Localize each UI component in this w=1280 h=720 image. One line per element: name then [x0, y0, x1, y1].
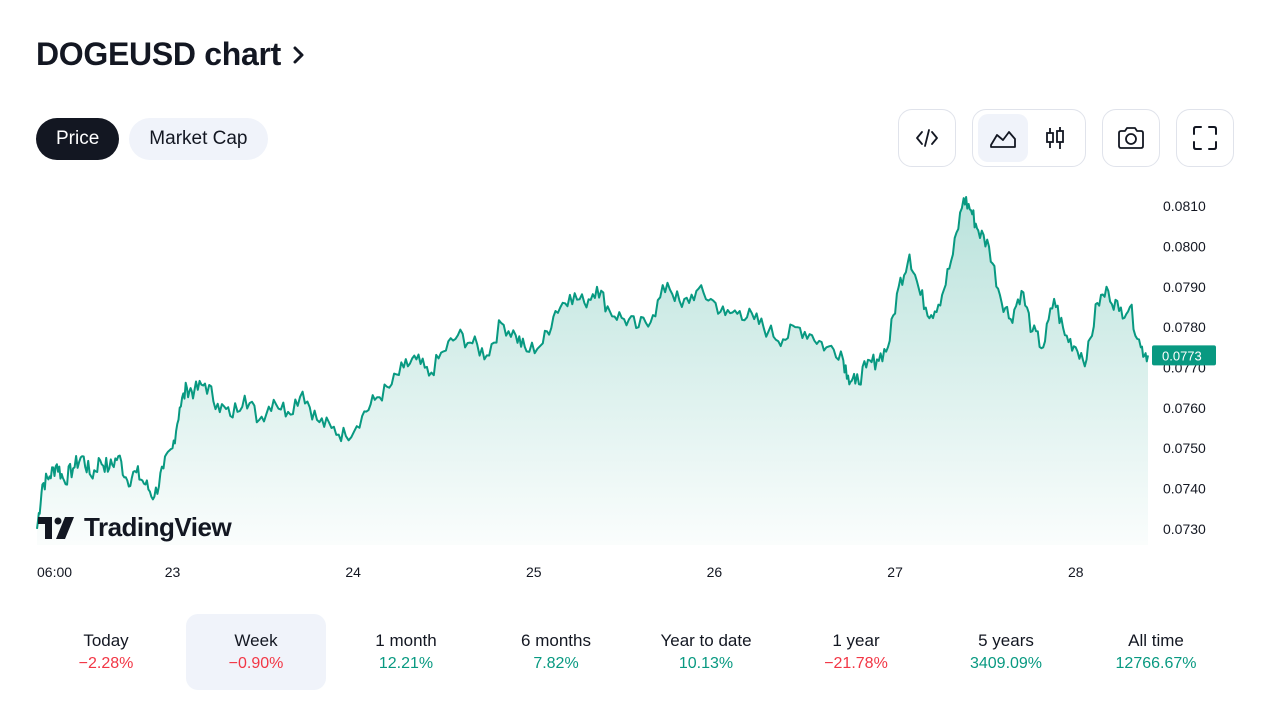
y-tick-label: 0.0810: [1163, 198, 1206, 214]
embed-button[interactable]: [898, 109, 956, 167]
y-tick-label: 0.0730: [1163, 521, 1206, 537]
snapshot-button[interactable]: [1102, 109, 1160, 167]
period-label: Today: [83, 631, 129, 650]
chart-title-link[interactable]: DOGEUSD chart: [36, 36, 311, 73]
tradingview-logo[interactable]: TradingView: [38, 512, 232, 543]
x-tick-label: 06:00: [37, 564, 72, 580]
area-chart-icon: [990, 131, 1016, 148]
period-change: 12766.67%: [1115, 655, 1197, 672]
period-all-time[interactable]: All time 12766.67%: [1086, 614, 1226, 690]
candlestick-icon: [1046, 127, 1064, 149]
y-tick-label: 0.0800: [1163, 238, 1206, 254]
code-icon: [916, 129, 938, 147]
y-tick-label: 0.0740: [1163, 481, 1206, 497]
last-price-box: [1152, 345, 1216, 366]
period-today[interactable]: Today −2.28%: [36, 614, 176, 690]
period-1-year[interactable]: 1 year −21.78%: [786, 614, 926, 690]
period-change: 3409.09%: [969, 655, 1043, 672]
last-price-label: 0.0773: [1162, 348, 1202, 363]
x-axis: 06:00 23 24 25 26 27 28: [37, 564, 1084, 580]
chart-style-toggle: [972, 109, 1086, 167]
tab-market-cap[interactable]: Market Cap: [129, 118, 268, 160]
y-tick-label: 0.0760: [1163, 400, 1206, 416]
period-change: −2.28%: [78, 655, 134, 672]
fullscreen-button[interactable]: [1176, 109, 1234, 167]
period-5-years[interactable]: 5 years 3409.09%: [936, 614, 1076, 690]
period-change: 12.21%: [378, 655, 434, 672]
chart-type-tabs: Price Market Cap: [36, 118, 268, 160]
period-change: 10.13%: [678, 655, 734, 672]
x-tick-label: 26: [707, 564, 723, 580]
period-label: 1 month: [375, 631, 437, 650]
page-title: DOGEUSD chart: [36, 36, 282, 72]
period-week[interactable]: Week −0.90%: [186, 614, 326, 690]
tradingview-wordmark: TradingView: [84, 512, 232, 542]
x-tick-label: 25: [526, 564, 542, 580]
x-tick-label: 23: [165, 564, 181, 580]
period-1-month[interactable]: 1 month 12.21%: [336, 614, 476, 690]
y-tick-label: 0.0750: [1163, 440, 1206, 456]
tradingview-logo-icon: [38, 516, 74, 539]
period-year-to-date[interactable]: Year to date 10.13%: [636, 614, 776, 690]
x-tick-label: 24: [345, 564, 361, 580]
tab-price[interactable]: Price: [36, 118, 120, 160]
area-style-button[interactable]: [978, 114, 1028, 162]
period-label: Year to date: [660, 631, 752, 650]
candles-style-button[interactable]: [1030, 114, 1080, 162]
y-tick-label: 0.0780: [1163, 319, 1206, 335]
period-change: 7.82%: [533, 655, 579, 672]
x-tick-label: 28: [1068, 564, 1084, 580]
period-performance-bar: Today −2.28% Week −0.90% 1 month 12.21% …: [36, 614, 1236, 690]
chevron-right-icon: [293, 46, 304, 63]
period-6-months[interactable]: 6 months 7.82%: [486, 614, 626, 690]
x-tick-label: 27: [887, 564, 903, 580]
fullscreen-icon: [1193, 126, 1217, 150]
last-price-marker: 0.0773: [1152, 345, 1216, 366]
period-label: All time: [1128, 631, 1184, 650]
period-label: 1 year: [832, 631, 880, 650]
camera-icon: [1118, 127, 1144, 149]
chart-toolbar: [898, 109, 1234, 167]
period-label: 6 months: [521, 631, 591, 650]
price-area-fill: [37, 197, 1148, 545]
period-change: −21.78%: [824, 655, 888, 672]
period-change: −0.90%: [228, 655, 284, 672]
price-line: [36, 196, 1149, 530]
period-label: 5 years: [978, 631, 1034, 650]
y-tick-label: 0.0790: [1163, 279, 1206, 295]
period-label: Week: [234, 631, 278, 650]
y-axis: 0.08100.08000.07900.07800.07700.07600.07…: [1163, 198, 1206, 537]
price-chart[interactable]: 0.08100.08000.07900.07800.07700.07600.07…: [0, 180, 1280, 590]
